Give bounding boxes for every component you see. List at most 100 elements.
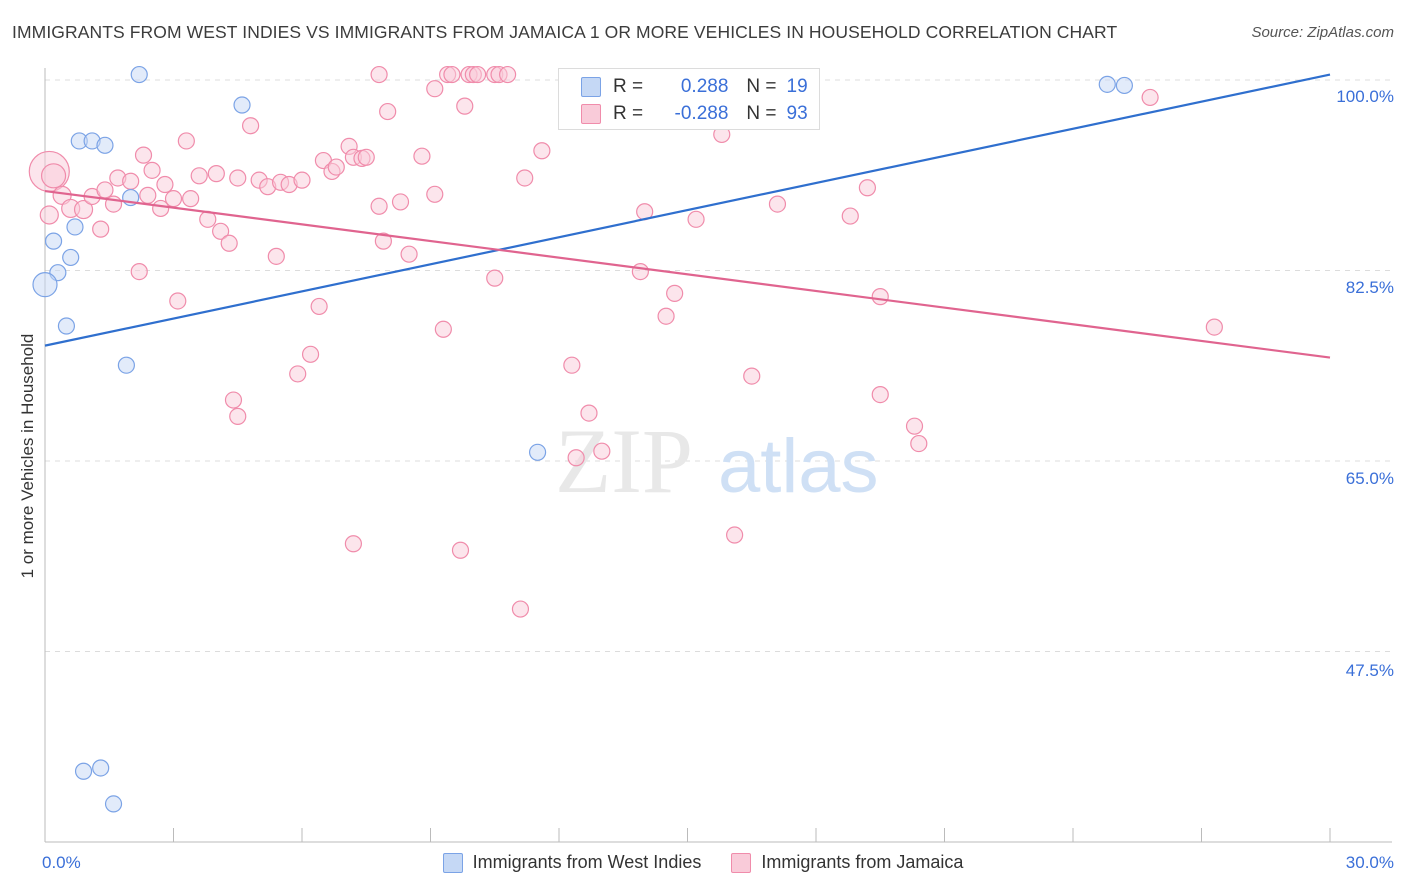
jamaica-points bbox=[28, 65, 1223, 618]
jamaica-point-12 bbox=[134, 146, 153, 164]
jamaica-point-68 bbox=[511, 600, 530, 618]
jamaica-point-79 bbox=[687, 210, 705, 228]
jamaica-point-87 bbox=[871, 288, 889, 306]
jamaica-point-10 bbox=[122, 172, 140, 190]
n-label: N = bbox=[746, 103, 777, 124]
jamaica-point-56 bbox=[434, 320, 452, 338]
jamaica-point-48 bbox=[370, 65, 388, 84]
jamaica-point-24 bbox=[212, 222, 230, 240]
y-axis-label: 1 or more Vehicles in Household bbox=[18, 333, 37, 579]
jamaica-point-53 bbox=[413, 147, 431, 165]
jamaica-point-47 bbox=[344, 535, 362, 553]
jamaica-point-35 bbox=[301, 345, 320, 363]
y-tick-label-82-5: 82.5% bbox=[1345, 278, 1394, 297]
jamaica-point-81 bbox=[726, 526, 744, 544]
legend-swatch-west-indies bbox=[581, 77, 601, 97]
jamaica-point-72 bbox=[567, 449, 585, 467]
legend-item-jamaica[interactable]: Immigrants from Jamaica bbox=[731, 852, 963, 873]
jamaica-point-27 bbox=[242, 117, 260, 135]
legend-row-jamaica: R = -0.288 N = 93 bbox=[581, 102, 808, 126]
jamaica-point-1 bbox=[40, 163, 67, 189]
west-indies-point-6 bbox=[66, 218, 84, 236]
jamaica-point-71 bbox=[563, 356, 581, 374]
y-tick-label-47-5: 47.5% bbox=[1345, 661, 1394, 680]
n-value-jamaica: 93 bbox=[786, 103, 808, 124]
jamaica-point-14 bbox=[143, 161, 161, 179]
axes bbox=[44, 68, 1392, 843]
jamaica-point-11 bbox=[130, 262, 148, 281]
jamaica-point-39 bbox=[327, 158, 345, 176]
jamaica-point-7 bbox=[92, 220, 110, 238]
jamaica-point-91 bbox=[1205, 318, 1223, 336]
west-indies-point-10 bbox=[32, 272, 58, 298]
legend-swatch-jamaica bbox=[581, 104, 601, 124]
n-label: N = bbox=[746, 76, 777, 97]
west-indies-point-0 bbox=[130, 65, 148, 84]
jamaica-point-44 bbox=[370, 197, 388, 215]
jamaica-point-63 bbox=[469, 65, 487, 84]
jamaica-point-54 bbox=[426, 80, 444, 98]
jamaica-point-55 bbox=[426, 185, 444, 203]
jamaica-point-49 bbox=[374, 232, 392, 250]
west-indies-point-18 bbox=[104, 795, 123, 813]
r-value-west-indies: 0.288 bbox=[680, 76, 729, 97]
legend-row-west-indies: R = 0.288 N = 19 bbox=[581, 75, 808, 99]
west-indies-point-5 bbox=[44, 232, 63, 250]
jamaica-point-19 bbox=[177, 132, 195, 150]
legend-swatch-jamaica bbox=[731, 852, 752, 873]
legend-label-jamaica: Immigrants from Jamaica bbox=[761, 852, 964, 872]
jamaica-point-18 bbox=[169, 292, 187, 310]
correlation-legend: R = 0.288 N = 19 R = -0.288 N = 93 bbox=[558, 68, 820, 130]
jamaica-point-69 bbox=[516, 169, 534, 187]
y-tick-label-100: 100.0% bbox=[1336, 87, 1394, 106]
jamaica-point-25 bbox=[220, 234, 238, 252]
jamaica-point-43 bbox=[357, 148, 375, 166]
jamaica-point-70 bbox=[533, 142, 551, 160]
r-value-jamaica: -0.288 bbox=[674, 103, 729, 124]
west-indies-point-7 bbox=[62, 248, 80, 267]
jamaica-point-83 bbox=[768, 195, 787, 213]
west-indies-point-16 bbox=[74, 762, 93, 780]
jamaica-point-36 bbox=[310, 297, 328, 316]
jamaica-point-78 bbox=[666, 284, 684, 302]
y-tick-label-65: 65.0% bbox=[1345, 469, 1394, 488]
jamaica-point-13 bbox=[139, 186, 157, 204]
west-indies-trend-line bbox=[44, 73, 1331, 347]
n-value-west-indies: 19 bbox=[786, 76, 808, 97]
jamaica-point-17 bbox=[164, 190, 183, 208]
grid-lines bbox=[45, 79, 1392, 652]
west-indies-point-4 bbox=[233, 96, 251, 114]
jamaica-point-88 bbox=[905, 417, 924, 435]
jamaica-point-20 bbox=[182, 190, 200, 208]
jamaica-point-82 bbox=[743, 367, 761, 385]
legend-swatch-west-indies bbox=[442, 852, 463, 873]
jamaica-point-34 bbox=[293, 171, 311, 189]
jamaica-point-73 bbox=[580, 404, 598, 422]
jamaica-point-23 bbox=[207, 165, 225, 183]
jamaica-point-46 bbox=[229, 407, 247, 425]
jamaica-point-66 bbox=[499, 65, 517, 84]
trend-lines bbox=[44, 73, 1331, 359]
jamaica-point-67 bbox=[486, 269, 504, 287]
jamaica-point-16 bbox=[156, 175, 174, 194]
legend-label-west-indies: Immigrants from West Indies bbox=[472, 852, 702, 872]
west-indies-point-3 bbox=[96, 136, 114, 154]
watermark-atlas: atlas bbox=[718, 424, 879, 509]
jamaica-point-75 bbox=[631, 262, 649, 281]
jamaica-trend-line bbox=[44, 189, 1331, 359]
jamaica-point-58 bbox=[443, 65, 461, 84]
legend-item-west-indies[interactable]: Immigrants from West Indies bbox=[442, 852, 702, 873]
jamaica-point-6 bbox=[96, 181, 114, 199]
x-tick-label-max: 30.0% bbox=[1345, 853, 1394, 872]
west-indies-point-13 bbox=[528, 443, 547, 461]
chart-title: IMMIGRANTS FROM WEST INDIES VS IMMIGRANT… bbox=[12, 22, 1118, 42]
west-indies-point-14 bbox=[1098, 75, 1116, 93]
jamaica-point-60 bbox=[456, 97, 474, 115]
jamaica-point-52 bbox=[400, 245, 418, 263]
jamaica-point-92 bbox=[39, 205, 59, 225]
west-indies-point-12 bbox=[117, 356, 135, 374]
west-indies-point-11 bbox=[57, 317, 76, 335]
r-label: R = bbox=[613, 103, 644, 124]
r-label: R = bbox=[613, 76, 644, 97]
